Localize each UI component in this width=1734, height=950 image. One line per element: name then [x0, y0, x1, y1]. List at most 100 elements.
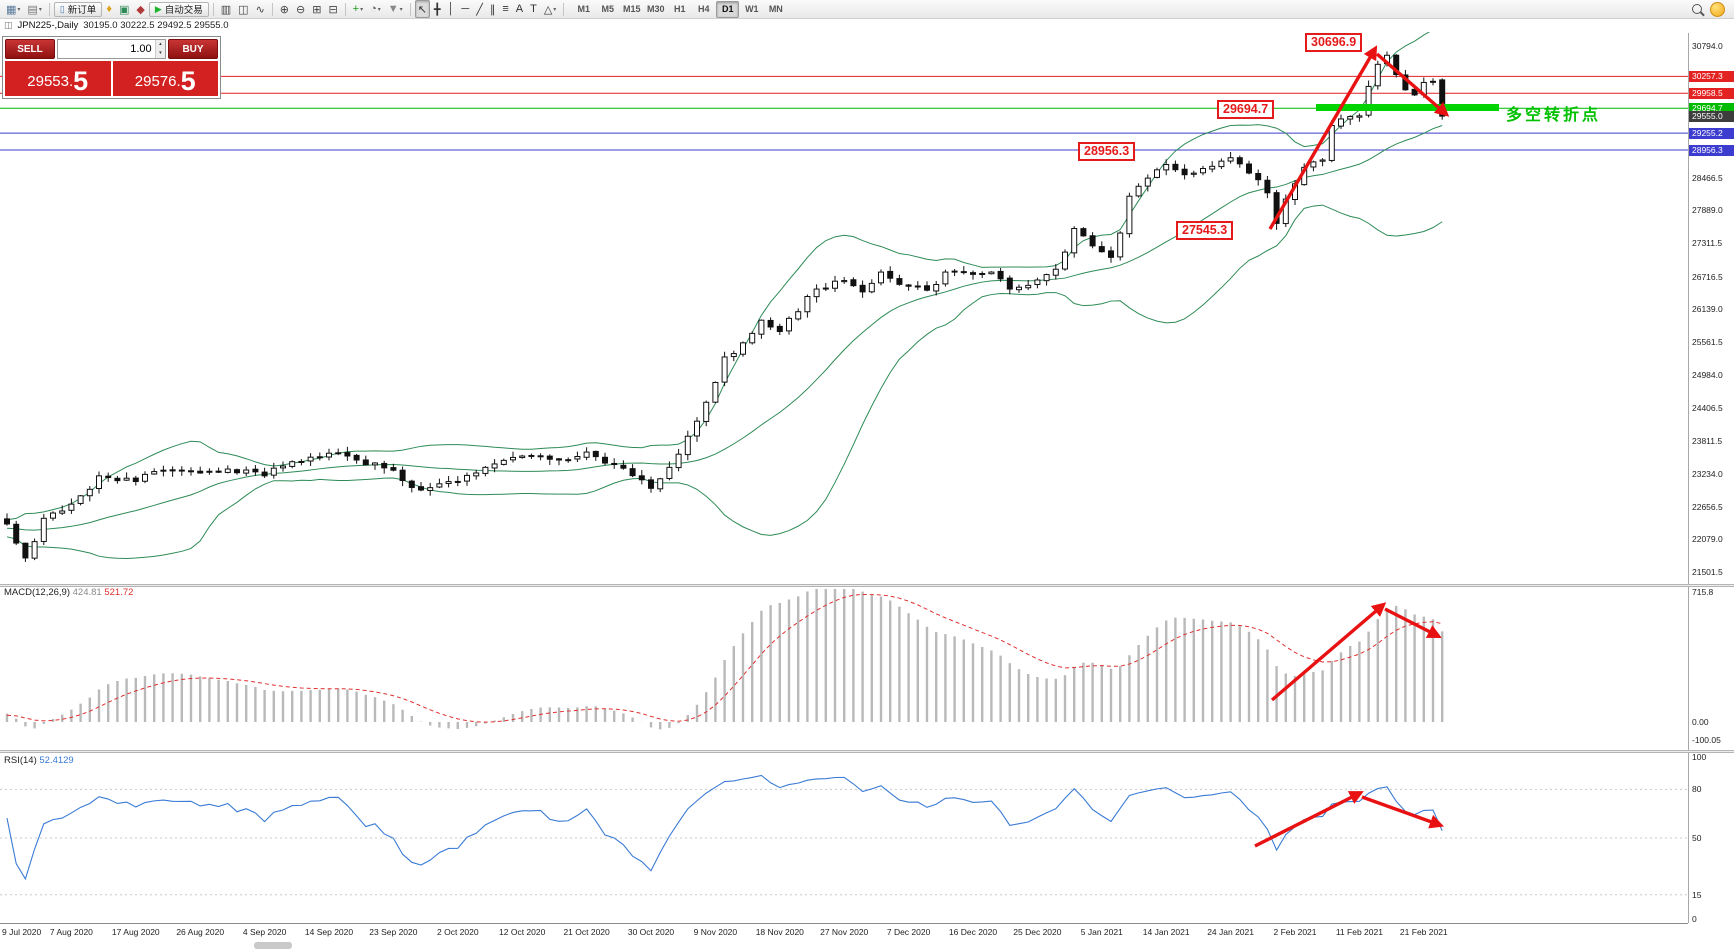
rsi-indicator-label: RSI(14) 52.4129	[4, 755, 74, 766]
timeframe-mn[interactable]: MN	[768, 3, 783, 14]
price-axis-tick: 24406.5	[1692, 402, 1723, 413]
time-axis[interactable]: 9 Jul 2020 7 Aug 2020 17 Aug 2020 26 Aug 20…	[0, 923, 1688, 941]
market-watch-icon[interactable]: ▣	[116, 0, 132, 18]
toolbar-separator	[344, 2, 346, 16]
strategy-tester-icon[interactable]: ◆	[133, 0, 147, 18]
candlestick-mode-icon[interactable]: ◫	[235, 0, 251, 18]
timeframe-m1[interactable]: M1	[577, 3, 591, 14]
price-tag-29958.5: 29958.5	[1689, 87, 1734, 99]
caption-symbol-period: JPN225-,Daily	[17, 20, 79, 31]
bottom-scrollbar-thumb[interactable]	[254, 942, 292, 949]
timeframe-m15[interactable]: M15	[623, 3, 641, 14]
channel-icon: ∥	[489, 3, 496, 16]
rsi-axis-tick: 80	[1692, 784, 1702, 795]
zoom-out-icon[interactable]: ⊖	[293, 0, 308, 18]
metaeditor-icon[interactable]: ♦	[103, 0, 115, 18]
price-axis-tick: 21501.5	[1692, 567, 1723, 577]
macd-axis-tick: 0.00	[1692, 717, 1709, 727]
toolbar-separator	[212, 2, 214, 16]
text-icon[interactable]: A	[513, 0, 526, 18]
toolbar-separator	[409, 2, 411, 16]
periods-icon: ◔	[370, 3, 377, 15]
profiles-icon[interactable]: ▤ ▾	[24, 0, 44, 18]
time-axis-label: 23 Sep 2020	[369, 927, 418, 937]
buy-button[interactable]: BUY	[168, 39, 218, 59]
market-watch-icon: ▣	[118, 3, 130, 16]
crosshair-icon: ╋	[433, 3, 441, 16]
price-lines-layer	[0, 75, 1688, 151]
main-macd-splitter[interactable]	[0, 584, 1734, 587]
rsi-axis-tick: 15	[1692, 889, 1702, 900]
time-axis-label: 2 Feb 2021	[1273, 927, 1317, 937]
macd-rsi-splitter[interactable]	[0, 750, 1734, 753]
line-chart-mode-icon[interactable]: ∿	[253, 0, 268, 18]
timeframe-w1[interactable]: W1	[745, 3, 759, 14]
crosshair-icon[interactable]: ╋	[431, 0, 444, 18]
sell-price-panel[interactable]: 29553. 5	[5, 61, 111, 96]
strategy-tester-icon: ◆	[136, 3, 145, 16]
timeframe-m30[interactable]: M30	[647, 3, 665, 14]
timeframe-m5[interactable]: M5	[601, 3, 615, 14]
dropdown-caret-icon: ▾	[360, 6, 364, 13]
label-icon[interactable]: T	[527, 0, 540, 18]
channel-icon[interactable]: ∥	[487, 0, 499, 18]
sell-button[interactable]: SELL	[5, 39, 55, 59]
tile-windows-icon[interactable]: ⊞	[309, 0, 324, 18]
autotrading-button[interactable]: ▶ 自动交易	[148, 1, 209, 17]
fibonacci-icon: ≡	[502, 3, 509, 15]
zoom-in-icon[interactable]: ⊕	[277, 0, 292, 18]
price-axis-tick: 22656.5	[1692, 501, 1723, 512]
volume-up-icon[interactable]: ▴	[155, 40, 165, 49]
price-tag-29555.0: 29555.0	[1689, 110, 1734, 122]
price-tag-28956.3: 28956.3	[1689, 144, 1734, 156]
shapes-icon[interactable]: △ ▾	[541, 0, 559, 18]
search-icon[interactable]	[1692, 4, 1702, 14]
volume-down-icon[interactable]: ▾	[155, 49, 165, 58]
rsi-axis-tick: 100	[1692, 752, 1707, 762]
indicators-icon: +	[352, 3, 360, 15]
cascade-windows-icon[interactable]: ⊟	[325, 0, 340, 18]
timeframe-switcher: M1 M5 M15 M30 H1 H4 D1 W1 MN	[572, 0, 787, 18]
fibonacci-icon[interactable]: ≡	[499, 0, 511, 18]
timeframe-d1[interactable]: D1	[716, 0, 740, 18]
caption-ohlc-values: 30195.0 30222.5 29492.5 29555.0	[83, 20, 229, 31]
volume-field: ▴ ▾	[57, 39, 166, 59]
indicators-icon[interactable]: + ▾	[350, 0, 366, 18]
text-icon: A	[515, 3, 524, 15]
cursor-icon: ↖	[417, 3, 427, 16]
vertical-line-icon[interactable]: │	[445, 0, 458, 18]
price-axis-tick: 23234.0	[1692, 468, 1723, 479]
buy-price-value: 29576.	[134, 73, 181, 90]
rsi-layer	[0, 774, 1688, 896]
horizontal-line-icon[interactable]: ─	[458, 0, 472, 18]
new-chart-icon[interactable]: ▦ ▾	[3, 0, 23, 18]
time-axis-label: 21 Oct 2020	[563, 927, 610, 937]
community-icon[interactable]	[1710, 1, 1725, 17]
periods-icon[interactable]: ◔ ▾	[367, 0, 384, 18]
new-order-button[interactable]: ▯ 新订单	[53, 1, 103, 17]
toolbar-separator	[48, 2, 50, 16]
time-axis-label: 24 Jan 2021	[1207, 927, 1254, 937]
price-tag-30257.3: 30257.3	[1689, 70, 1734, 82]
macd-layer	[5, 589, 1444, 730]
time-axis-label: 16 Dec 2020	[948, 927, 998, 937]
trendline-icon[interactable]: ╱	[473, 0, 486, 18]
price-axis[interactable]: 30794.0 28466.5 27889.0 27311.5 26716.5 26139…	[1688, 33, 1734, 924]
buy-price-panel[interactable]: 29576. 5	[112, 61, 218, 96]
timeframe-h4[interactable]: H4	[698, 3, 710, 14]
templates-icon: ▼	[387, 3, 399, 15]
toolbar-button-label: 自动交易	[164, 5, 203, 16]
toolbar-button-label: 新订单	[67, 5, 97, 16]
time-axis-label: 14 Sep 2020	[304, 927, 354, 937]
price-tag-29694.7: 29694.7	[1689, 102, 1734, 114]
toolbar-separator	[271, 2, 273, 16]
cursor-icon[interactable]: ↖	[414, 0, 430, 18]
price-axis-tick: 30794.0	[1692, 41, 1723, 51]
templates-icon[interactable]: ▼ ▾	[385, 0, 406, 18]
time-axis-label: 17 Aug 2020	[111, 927, 160, 937]
timeframe-h1[interactable]: H1	[674, 3, 686, 14]
volume-input[interactable]	[58, 40, 155, 58]
bar-chart-mode-icon[interactable]: ▥	[218, 0, 234, 18]
bar-chart-mode-icon: ▥	[220, 3, 232, 16]
